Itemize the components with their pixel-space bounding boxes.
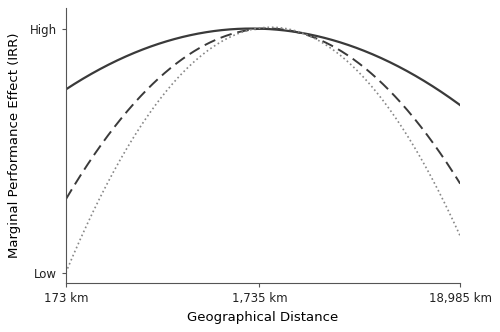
X-axis label: Geographical Distance: Geographical Distance [188,311,338,324]
Y-axis label: Marginal Performance Effect (IRR): Marginal Performance Effect (IRR) [8,33,22,258]
